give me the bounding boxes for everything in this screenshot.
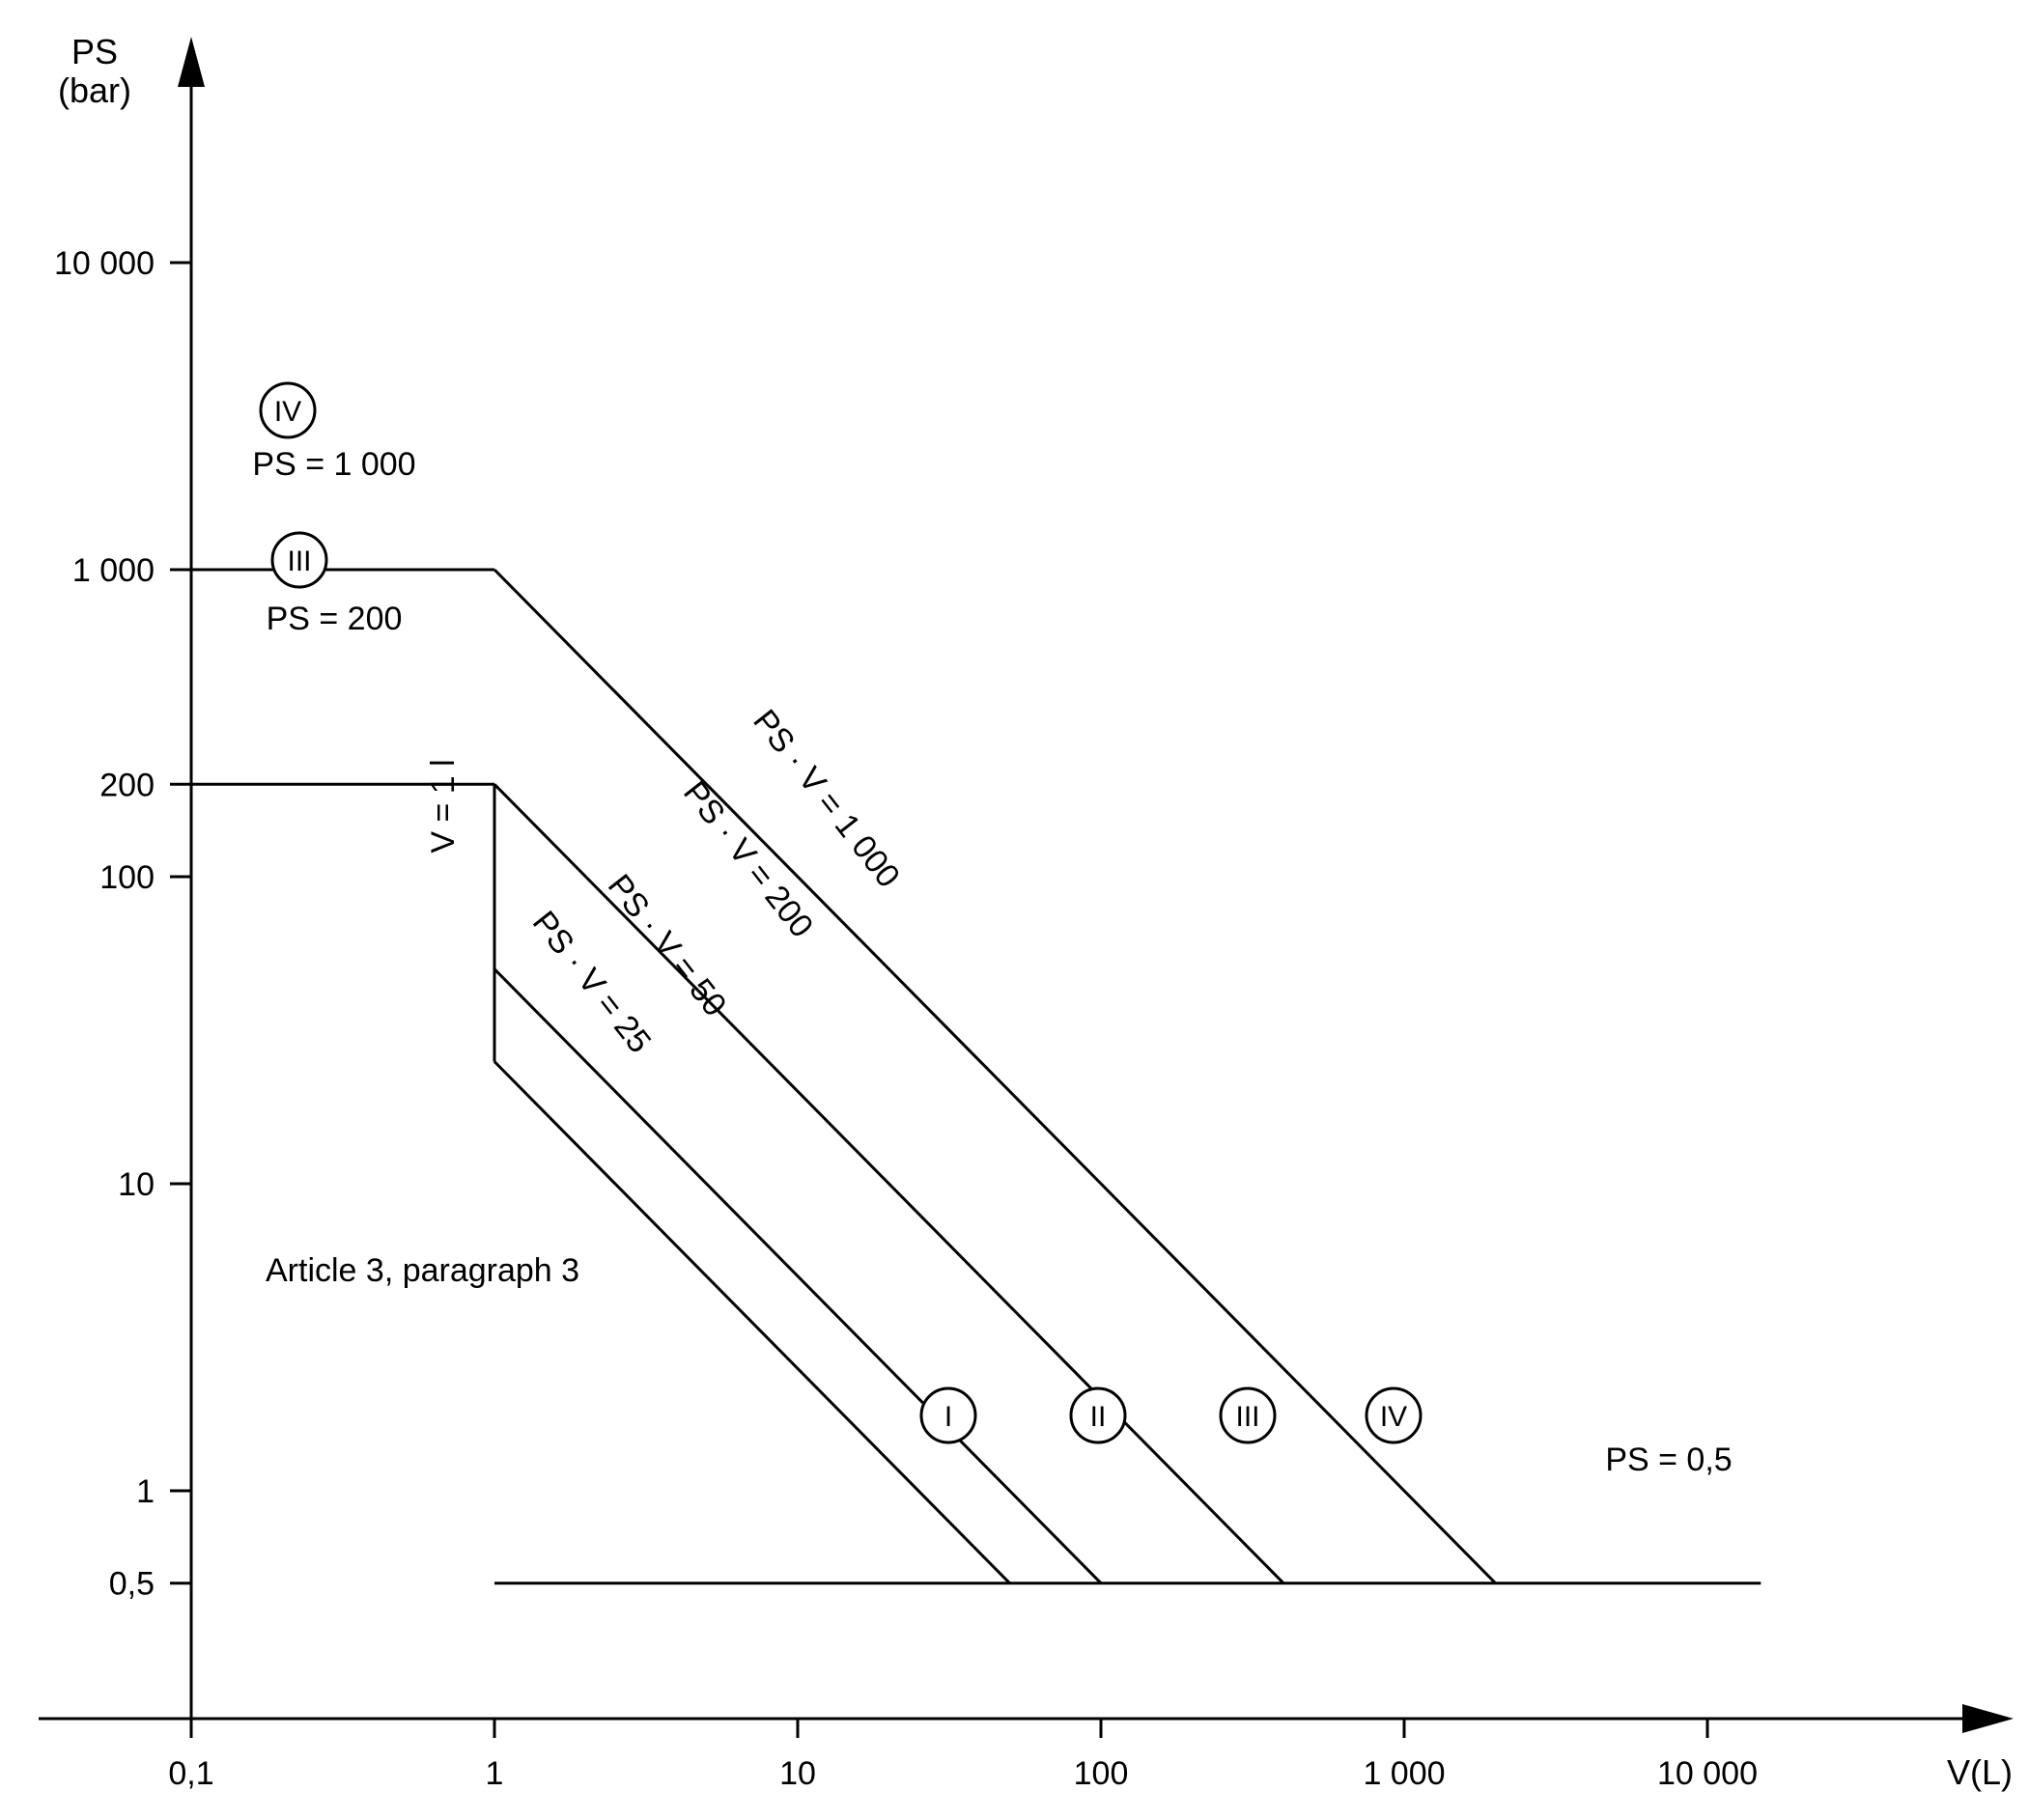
category-marker-text-iii: III — [1235, 1401, 1259, 1433]
curve-label-group: PS = 1 000 PS = 200 PS = 0,5 V = 1 l PS · V … — [252, 446, 1732, 1478]
x-tick-label-1: 1 — [486, 1755, 504, 1792]
label-ps-1-000: PS = 1 000 — [252, 446, 415, 483]
x-tick-label-10: 10 — [779, 1755, 816, 1792]
y-tick-label-1: 1 — [136, 1473, 155, 1510]
category-marker-iii-top — [270, 531, 328, 589]
label-ps-0-5: PS = 0,5 — [1605, 1442, 1732, 1478]
category-marker-text-iv: IV — [1380, 1401, 1407, 1433]
x-axis-title: V(L) — [1947, 1752, 2013, 1792]
y-axis-title-line1: PS — [71, 32, 118, 71]
category-marker-text-i: I — [944, 1401, 952, 1433]
y-tick-label-100: 100 — [99, 859, 155, 896]
category-marker-iv — [1365, 1386, 1423, 1444]
series-ps-v-200 — [493, 783, 1285, 1584]
y-tick-label-0-5: 0,5 — [109, 1566, 155, 1603]
label-v-1-l: V = 1 l — [425, 759, 462, 853]
category-marker-ii — [1069, 1386, 1127, 1444]
y-axis-title-line2: (bar) — [58, 70, 131, 110]
category-marker-text-iii-top: III — [287, 546, 311, 577]
x-tick-label-1-000: 1 000 — [1363, 1755, 1445, 1792]
label-ps-200: PS = 200 — [267, 601, 403, 637]
series-ps-v-50 — [493, 967, 1103, 1584]
y-tick-label-1-000: 1 000 — [72, 552, 155, 589]
label-ps-v-200: PS · V = 200 — [676, 774, 820, 944]
annotation-article: Article 3, paragraph 3 — [266, 1252, 579, 1289]
curve-group — [191, 568, 1761, 1585]
y-tick-label-10-000: 10 000 — [54, 245, 155, 282]
category-marker-i — [919, 1386, 977, 1444]
y-tick-label-200: 200 — [99, 767, 155, 803]
tick-group: 10 000 1 000 200 100 10 1 0,5 0,1 1 10 100 1 000 10 … — [54, 245, 1758, 1792]
series-ps-v-25 — [493, 1060, 1011, 1584]
category-marker-iii — [1219, 1386, 1277, 1444]
category-marker-iv-top — [259, 381, 317, 439]
category-marker-text-ii: II — [1090, 1401, 1107, 1433]
category-marker-text-iv-top: IV — [274, 396, 301, 428]
x-tick-label-0-1: 0,1 — [168, 1755, 213, 1792]
y-axis-arrow — [178, 37, 205, 87]
x-tick-label-100: 100 — [1074, 1755, 1129, 1792]
y-tick-label-10: 10 — [118, 1166, 155, 1203]
x-tick-label-10-000: 10 000 — [1657, 1755, 1758, 1792]
x-axis-arrow — [1962, 1704, 2014, 1733]
series-ps-v-1-000 — [493, 568, 1497, 1584]
